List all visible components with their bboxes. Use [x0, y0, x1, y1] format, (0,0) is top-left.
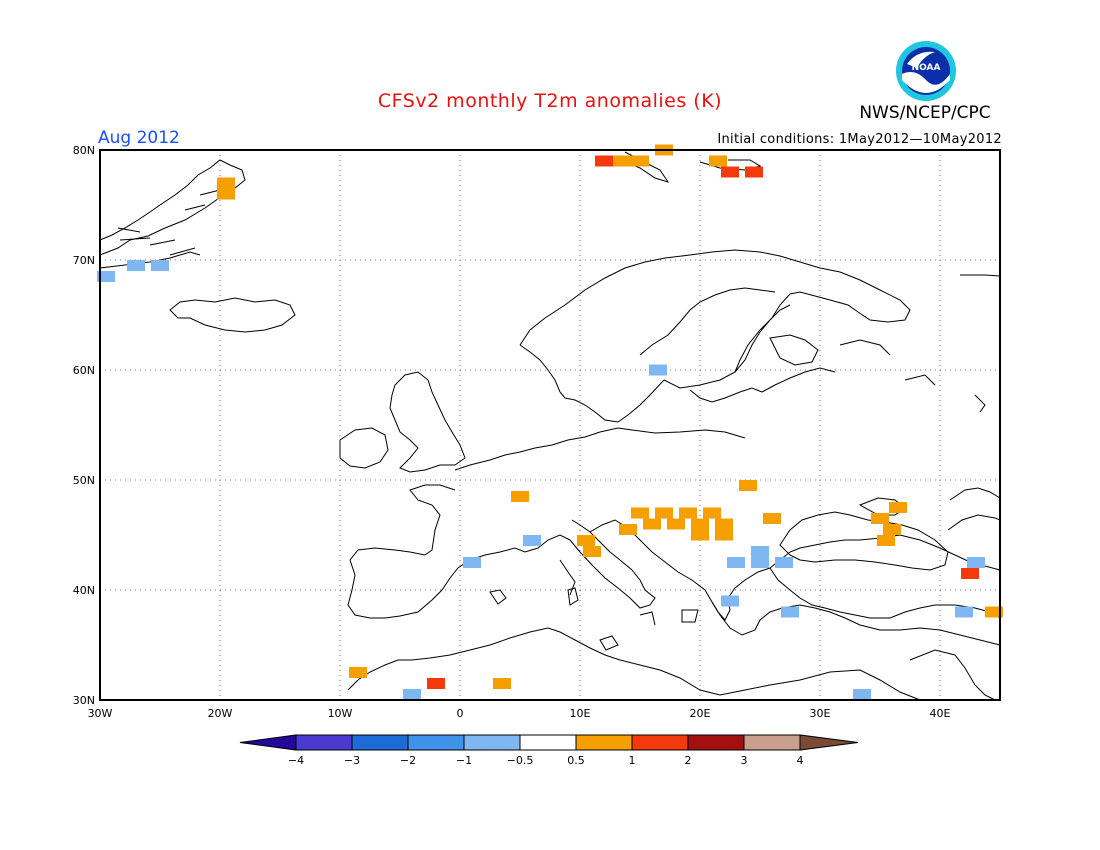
- anomaly-cell: [745, 166, 763, 178]
- anomaly-cell: [217, 177, 235, 189]
- anomaly-cell: [751, 546, 769, 557]
- anomaly-cell: [403, 689, 421, 700]
- anomaly-cell: [217, 188, 235, 200]
- lon-tick-label: 30E: [810, 707, 831, 720]
- anomaly-cell: [667, 518, 685, 530]
- colorbar-label: −4: [288, 754, 304, 767]
- colorbar-label: −0.5: [507, 754, 534, 767]
- colorbar-swatch: [575, 734, 633, 751]
- svg-text:NOAA: NOAA: [912, 63, 941, 73]
- lat-tick-label: 60N: [73, 364, 95, 377]
- noaa-logo-icon: NOAA: [896, 41, 956, 101]
- colorbar-swatch: [687, 734, 745, 751]
- lon-tick-label: 0: [457, 707, 464, 720]
- anomaly-cell: [955, 606, 973, 618]
- colorbar-label: 1: [629, 754, 636, 767]
- anomaly-cell: [877, 535, 895, 546]
- chart-title: CFSv2 monthly T2m anomalies (K): [377, 90, 723, 112]
- map-frame: [99, 149, 1001, 701]
- anomaly-cell: [97, 271, 115, 282]
- lon-tick-label: 20W: [208, 707, 233, 720]
- anomaly-cell: [595, 155, 613, 167]
- colorbar-arrow-left: [239, 734, 297, 751]
- anomaly-cell: [679, 507, 697, 519]
- colorbar-label: −2: [400, 754, 416, 767]
- anomaly-cell: [649, 364, 667, 376]
- anomaly-cell: [631, 155, 649, 167]
- anomaly-cell: [349, 667, 367, 678]
- anomaly-cell: [583, 546, 601, 557]
- lat-tick-label: 80N: [73, 144, 95, 157]
- colorbar-swatch: [295, 734, 353, 751]
- anomaly-cell: [967, 557, 985, 568]
- colorbar-label: 2: [685, 754, 692, 767]
- anomaly-cell: [427, 678, 445, 689]
- colorbar-label: 4: [797, 754, 804, 767]
- lat-tick-label: 70N: [73, 254, 95, 267]
- anomaly-cell: [721, 595, 739, 607]
- anomaly-cell: [691, 529, 709, 541]
- anomaly-cell: [871, 513, 889, 524]
- lat-tick-label: 50N: [73, 474, 95, 487]
- anomaly-cell: [703, 507, 721, 519]
- colorbar: −4 −3 −2 −1 −0.5 0.5 1 2 3 4: [239, 734, 859, 767]
- anomaly-cell: [613, 155, 631, 167]
- lon-tick-labels: 30W 20W 10W 0 10E 20E 30E 40E: [88, 707, 951, 720]
- coastlines: [99, 151, 1001, 701]
- anomaly-cell: [739, 480, 757, 491]
- anomaly-cell: [463, 557, 481, 568]
- anomaly-cell: [631, 507, 649, 519]
- anomaly-cell: [985, 606, 1003, 618]
- lon-tick-label: 30W: [88, 707, 113, 720]
- colorbar-arrow-right: [799, 734, 859, 751]
- lat-tick-labels: 80N 70N 60N 50N 40N 30N: [73, 144, 95, 707]
- lat-tick-label: 30N: [73, 694, 95, 707]
- anomaly-cells: [97, 144, 1003, 700]
- map-gridlines: [100, 150, 1000, 700]
- anomaly-cell: [127, 260, 145, 271]
- anomaly-cell: [709, 155, 727, 167]
- anomaly-cell: [775, 557, 793, 568]
- initial-conditions: Initial conditions: 1May2012—10May2012: [717, 132, 1002, 147]
- anomaly-cell: [763, 513, 781, 524]
- valid-month: Aug 2012: [98, 128, 180, 148]
- colorbar-label: 0.5: [567, 754, 585, 767]
- anomaly-cell: [889, 502, 907, 513]
- colorbar-swatch: [463, 734, 521, 751]
- anomaly-cell: [523, 535, 541, 546]
- anomaly-cell: [781, 606, 799, 618]
- colorbar-swatch: [519, 734, 577, 751]
- anomaly-cell: [721, 166, 739, 178]
- anomaly-cell: [511, 491, 529, 502]
- anomaly-cell: [493, 678, 511, 689]
- anomaly-cell: [655, 507, 673, 519]
- map-plot-area: [100, 150, 1000, 700]
- colorbar-label: −1: [456, 754, 472, 767]
- colorbar-swatch: [351, 734, 409, 751]
- anomaly-cell: [751, 557, 769, 568]
- colorbar-label: 3: [741, 754, 748, 767]
- anomaly-cell: [715, 529, 733, 541]
- anomaly-cell: [727, 557, 745, 568]
- lon-tick-label: 40E: [930, 707, 951, 720]
- lat-tick-label: 40N: [73, 584, 95, 597]
- anomaly-cell: [619, 524, 637, 535]
- colorbar-swatch: [631, 734, 689, 751]
- colorbar-swatch: [407, 734, 465, 751]
- colorbar-label: −3: [344, 754, 360, 767]
- anomaly-cell: [577, 535, 595, 546]
- anomaly-cell: [853, 689, 871, 700]
- agency-label: NWS/NCEP/CPC: [859, 103, 991, 123]
- lon-tick-label: 10W: [328, 707, 353, 720]
- anomaly-cell: [883, 524, 901, 535]
- anomaly-cell: [643, 518, 661, 530]
- anomaly-cell: [961, 568, 979, 579]
- anomaly-cell: [151, 260, 169, 271]
- anomaly-cell: [691, 518, 709, 530]
- anomaly-cell: [715, 518, 733, 530]
- lon-tick-label: 20E: [690, 707, 711, 720]
- colorbar-swatch: [743, 734, 801, 751]
- lon-tick-label: 10E: [570, 707, 591, 720]
